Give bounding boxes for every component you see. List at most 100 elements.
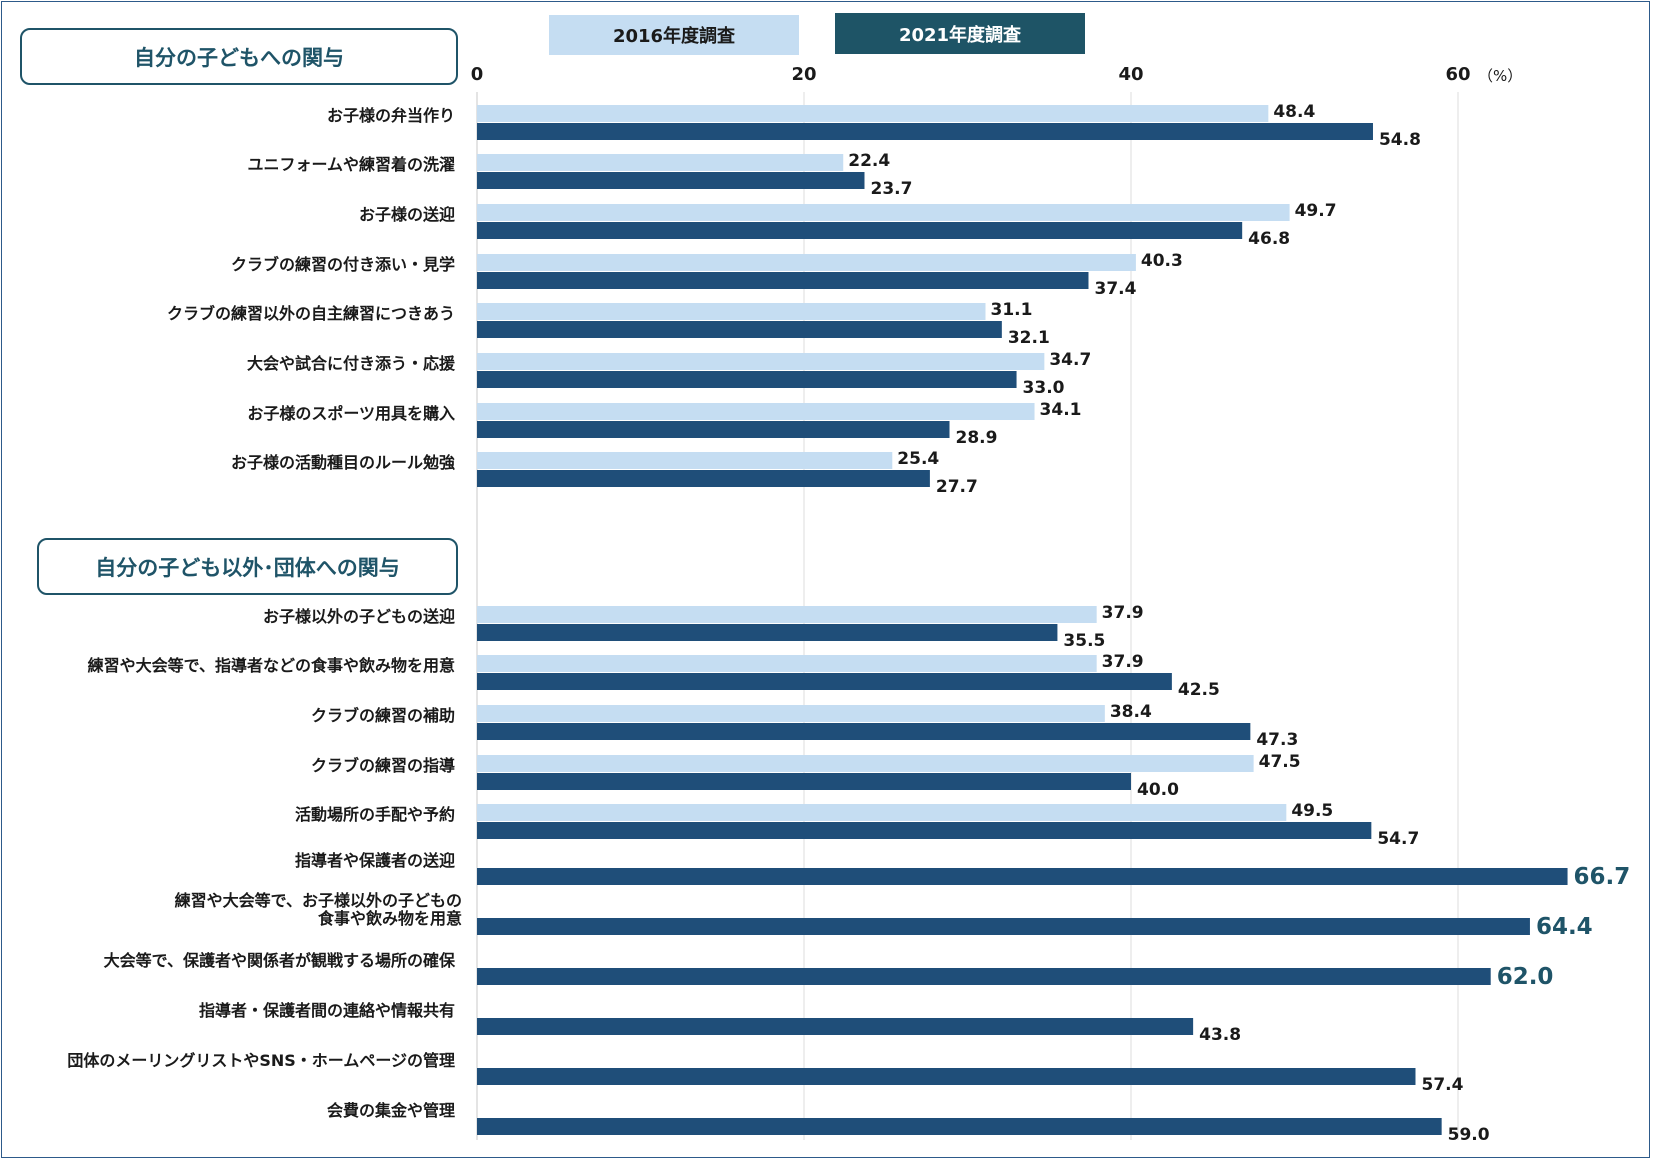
data-label-2021: 35.5	[1063, 631, 1105, 651]
bar-2021	[477, 222, 1243, 239]
data-label-2021: 28.9	[956, 428, 998, 448]
bar-2021	[477, 172, 865, 189]
category-label: ユニフォームや練習着の洗濯	[247, 155, 455, 174]
bar-2016	[477, 254, 1136, 271]
bar-2016	[477, 303, 986, 320]
bar-2016	[477, 804, 1287, 821]
data-label-2021: 40.0	[1137, 780, 1179, 800]
category-label: クラブの練習以外の自主練習につきあう	[167, 304, 455, 323]
data-label-2021: 64.4	[1536, 914, 1593, 940]
data-label-2021: 57.4	[1421, 1075, 1463, 1095]
bar-2016	[477, 353, 1045, 370]
bar-2021	[477, 272, 1089, 289]
category-label: 練習や大会等で、指導者などの食事や飲み物を用意	[88, 656, 455, 675]
section-title-own-child: 自分の子どもへの関与	[20, 28, 458, 85]
category-label: 会費の集金や管理	[327, 1101, 455, 1120]
data-label-2021: 43.8	[1199, 1025, 1241, 1045]
x-tick-label-0: 0	[471, 64, 484, 85]
section-title-others-group: 自分の子ども以外･団体への関与	[37, 538, 458, 595]
data-label-2021: 54.8	[1379, 130, 1421, 150]
data-label-2016: 47.5	[1259, 752, 1301, 772]
data-label-2016: 48.4	[1273, 102, 1315, 122]
bar-2021	[477, 624, 1058, 641]
bar-2021	[477, 868, 1568, 885]
category-label: お子様以外の子どもの送迎	[263, 607, 455, 626]
x-tick-label-60: 60	[1445, 64, 1470, 85]
category-label-line: 食事や飲み物を用意	[317, 909, 462, 928]
category-label: 団体のメーリングリストやSNS・ホームページの管理	[67, 1051, 455, 1070]
bar-2016	[477, 655, 1097, 672]
bar-2021	[477, 1018, 1194, 1035]
data-label-2021: 32.1	[1008, 328, 1050, 348]
data-label-2021: 27.7	[936, 477, 978, 497]
data-label-2021: 33.0	[1023, 378, 1065, 398]
bar-2021	[477, 371, 1017, 388]
category-label: クラブの練習の補助	[311, 706, 455, 725]
x-axis-unit: （%）	[1478, 67, 1522, 85]
bar-2016	[477, 755, 1254, 772]
data-label-2016: 49.7	[1295, 201, 1337, 221]
data-label-2016: 34.7	[1049, 350, 1091, 370]
bar-2021	[477, 1068, 1416, 1085]
data-label-2016: 37.9	[1102, 603, 1144, 623]
data-label-2021: 47.3	[1256, 730, 1298, 750]
bar-2021	[477, 321, 1002, 338]
bar-2021	[477, 470, 930, 487]
data-label-2016: 25.4	[897, 449, 939, 469]
category-label: クラブの練習の指導	[311, 756, 455, 775]
bar-2016	[477, 204, 1290, 221]
category-label: 大会等で、保護者や関係者が観戦する場所の確保	[104, 951, 456, 970]
category-label: 活動場所の手配や予約	[295, 805, 455, 824]
category-label: 練習や大会等で、お子様以外の子どもの食事や飲み物を用意	[175, 891, 462, 928]
bar-2016	[477, 154, 844, 171]
data-label-2021: 23.7	[870, 179, 912, 199]
bar-2016	[477, 606, 1097, 623]
bar-2021	[477, 918, 1530, 935]
legend-2016-label: 2016年度調査	[612, 26, 736, 47]
category-label: お子様のスポーツ用具を購入	[247, 404, 455, 423]
data-label-2016: 37.9	[1102, 652, 1144, 672]
bar-2016	[477, 452, 893, 469]
data-label-2021: 37.4	[1094, 279, 1136, 299]
section-title-own-child-text: 自分の子どもへの関与	[134, 45, 344, 70]
legend-2021-label: 2021年度調査	[898, 24, 1022, 46]
category-label: お子様の活動種目のルール勉強	[231, 453, 455, 472]
bar-2021	[477, 123, 1373, 140]
bar-2021	[477, 673, 1172, 690]
category-label: お子様の弁当作り	[327, 106, 455, 125]
bar-2016	[477, 105, 1269, 122]
category-label: 大会や試合に付き添う・応援	[247, 354, 456, 373]
category-label: お子様の送迎	[359, 205, 455, 224]
category-label: 指導者・保護者間の連絡や情報共有	[199, 1001, 455, 1020]
data-label-2016: 31.1	[990, 300, 1032, 320]
x-tick-label-40: 40	[1118, 64, 1143, 85]
data-label-2021: 66.7	[1574, 864, 1631, 890]
x-tick-label-20: 20	[791, 64, 816, 85]
data-label-2016: 49.5	[1291, 801, 1333, 821]
bar-2016	[477, 403, 1035, 420]
bar-2021	[477, 421, 950, 438]
bar-2021	[477, 968, 1491, 985]
data-label-2016: 38.4	[1110, 702, 1152, 722]
section-title-others-group-text: 自分の子ども以外･団体への関与	[95, 555, 400, 580]
category-label-line: 練習や大会等で、お子様以外の子どもの	[175, 891, 462, 910]
bar-2021	[477, 822, 1372, 839]
data-label-2021: 46.8	[1248, 229, 1290, 249]
bar-2021	[477, 1118, 1442, 1135]
category-label: クラブの練習の付き添い・見学	[231, 255, 455, 274]
data-label-2021: 59.0	[1448, 1125, 1490, 1145]
bar-2016	[477, 705, 1105, 722]
data-label-2016: 40.3	[1141, 251, 1183, 271]
data-label-2016: 22.4	[848, 151, 890, 171]
data-label-2016: 34.1	[1040, 400, 1082, 420]
data-label-2021: 62.0	[1497, 964, 1554, 990]
data-label-2021: 42.5	[1178, 680, 1220, 700]
bar-2021	[477, 723, 1251, 740]
bar-2021	[477, 773, 1131, 790]
category-label: 指導者や保護者の送迎	[295, 851, 455, 870]
legend-2016: 2016年度調査	[549, 15, 799, 55]
data-label-2021: 54.7	[1377, 829, 1419, 849]
legend-2021: 2021年度調査	[835, 13, 1085, 54]
